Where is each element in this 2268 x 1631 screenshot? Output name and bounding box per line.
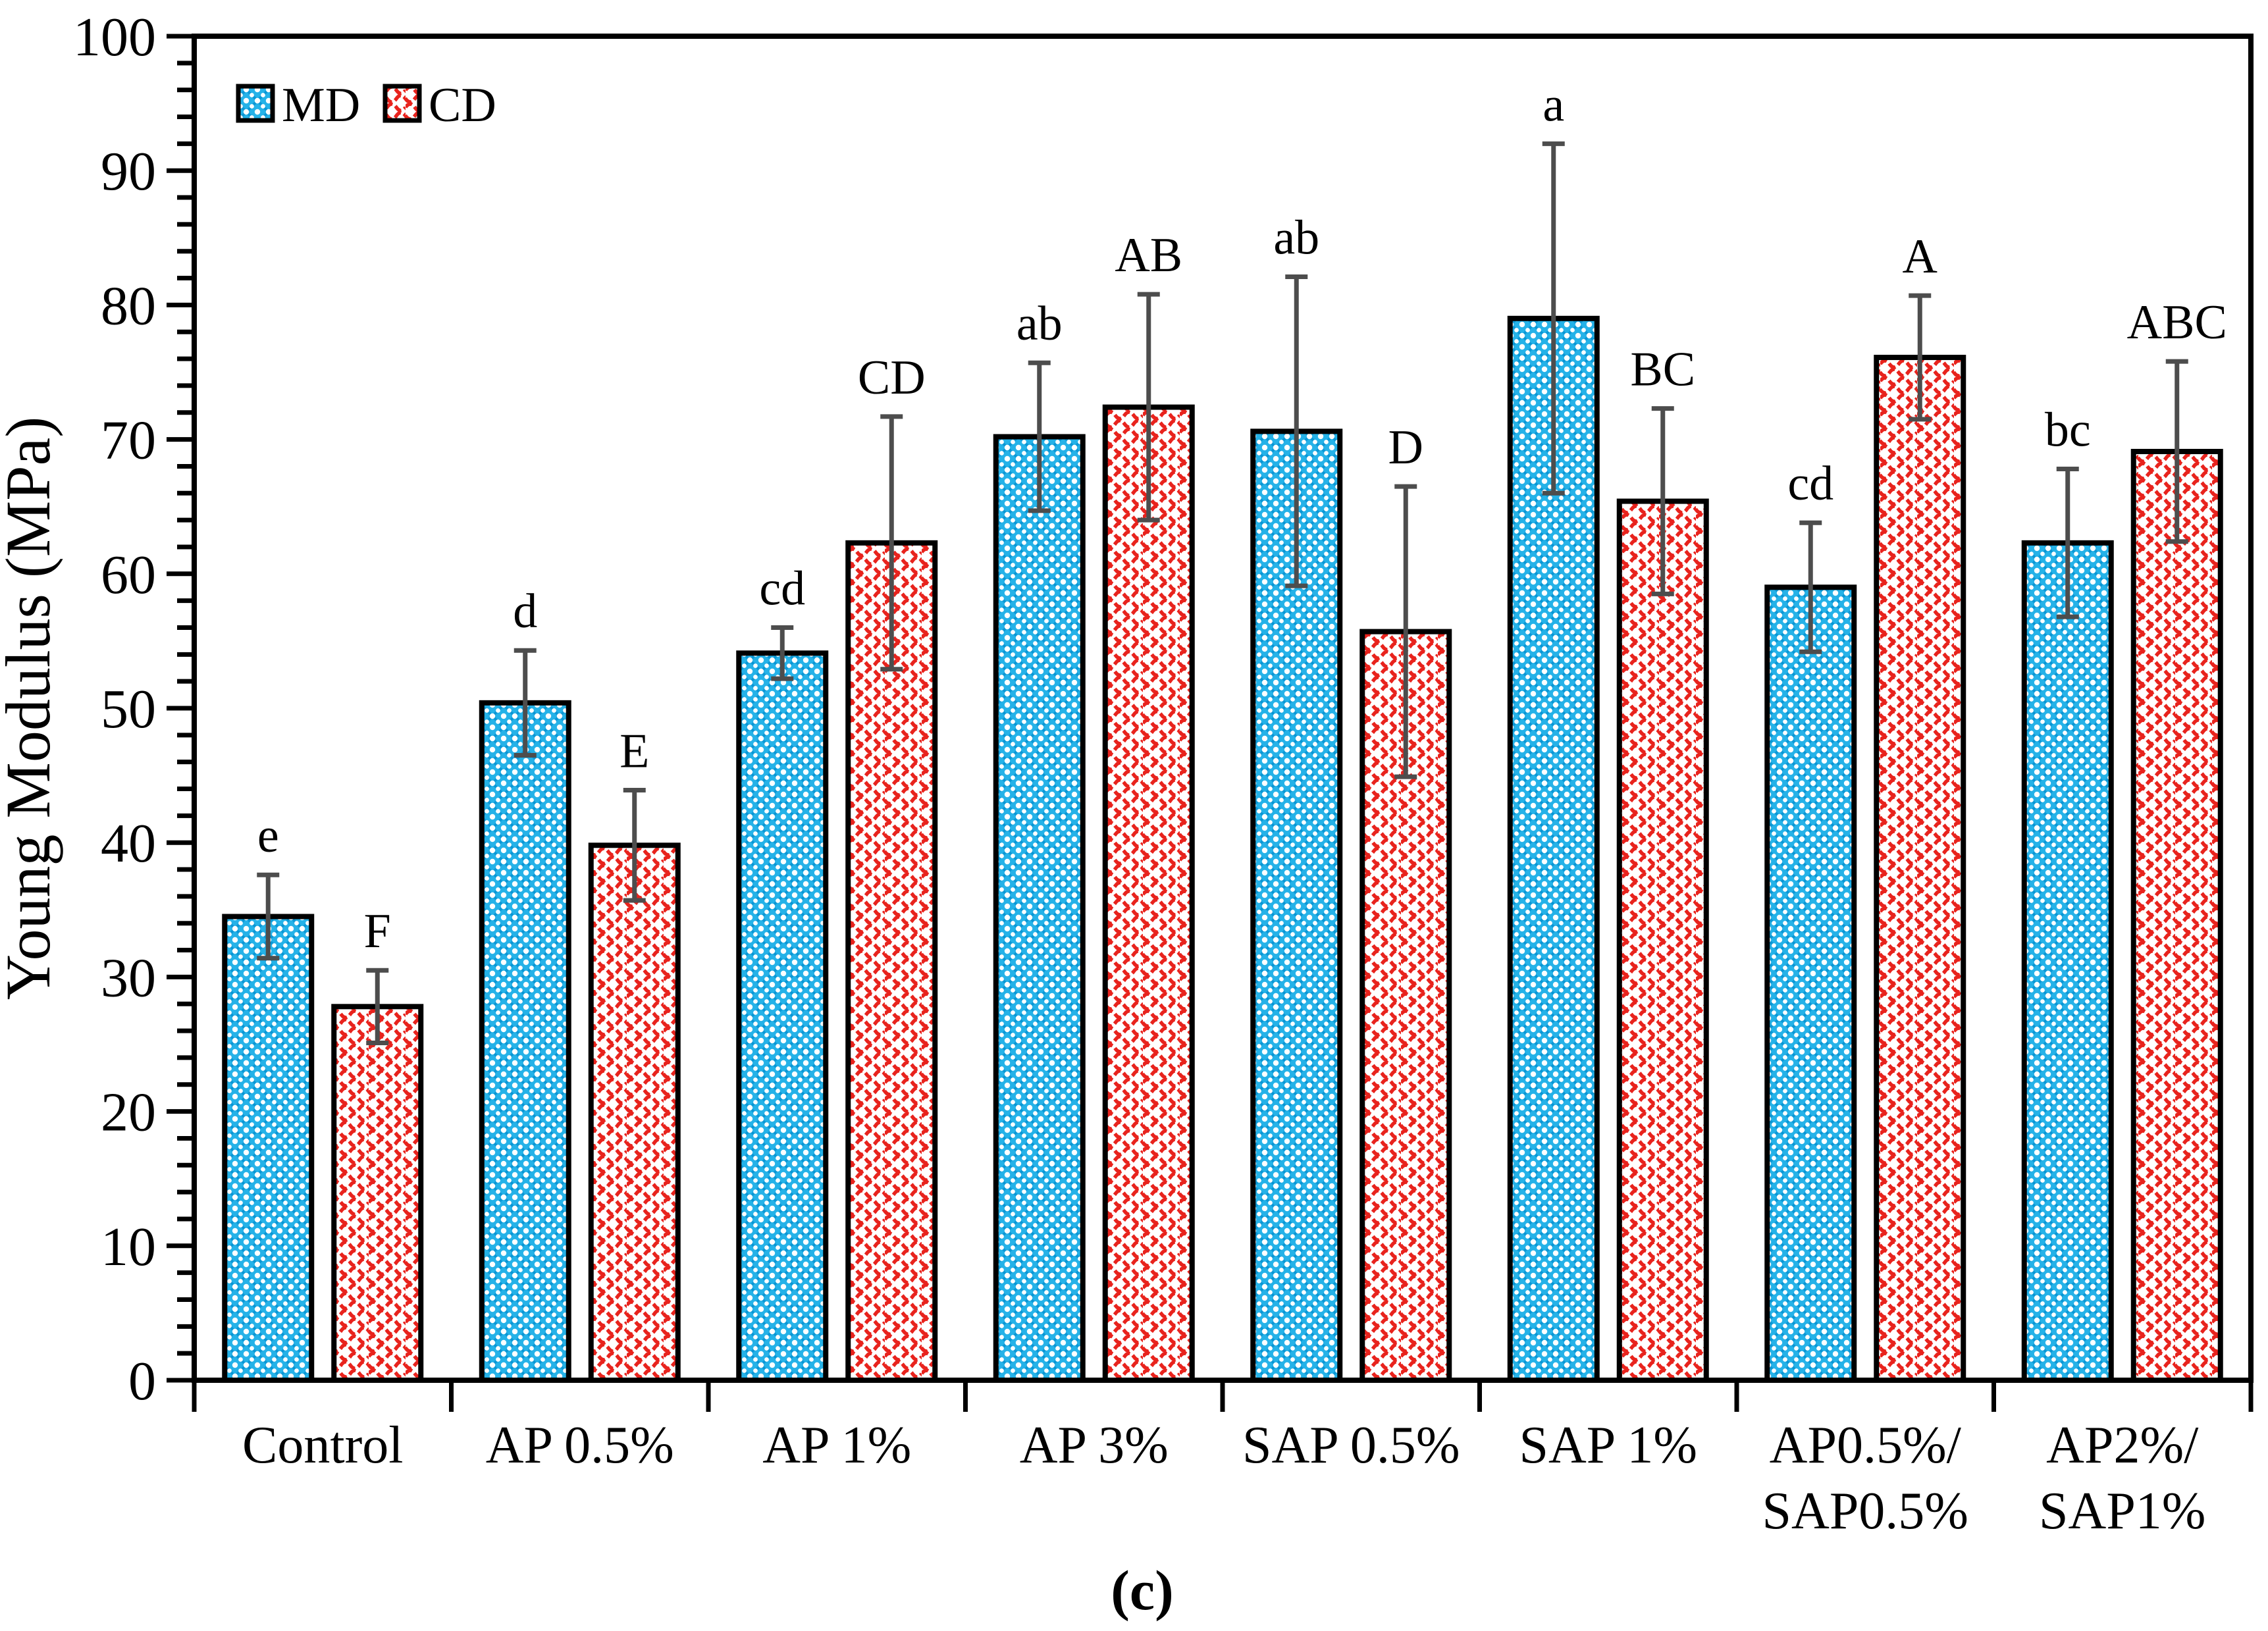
y-axis-tick-label: 30 <box>101 947 156 1008</box>
sig-label-md-5: a <box>1543 78 1564 132</box>
text-layer: 0 10 20 30 40 50 60 70 80 90 100 e F Control d E AP 0.5%… <box>73 7 2227 1540</box>
sig-label-cd-1: E <box>620 725 649 779</box>
error-bars-layer <box>257 141 2188 1045</box>
sig-label-cd-5: BC <box>1630 343 1695 397</box>
x-axis-category-label: AP 3% <box>1020 1416 1169 1474</box>
bar-md-1 <box>479 700 571 1383</box>
sig-label-md-2: cd <box>759 561 805 615</box>
legend-label-cd: CD <box>429 78 496 132</box>
bar-cd-5 <box>1616 498 1709 1383</box>
y-axis-tick-label: 100 <box>73 7 156 68</box>
legend-swatch-cd-icon <box>382 84 422 123</box>
bar-cd-1 <box>588 842 681 1384</box>
bar-cd-3 <box>1102 404 1195 1383</box>
y-axis-tick-label: 0 <box>128 1351 156 1412</box>
x-axis-category-label: SAP 1% <box>1519 1416 1697 1474</box>
figure-caption: (c) <box>1111 1559 1173 1622</box>
y-axis-tick-label: 20 <box>101 1082 156 1143</box>
sig-label-md-1: d <box>513 584 537 638</box>
x-axis-category-label: Control <box>242 1416 403 1474</box>
bar-md-4 <box>1250 428 1343 1383</box>
y-axis-tick-label: 40 <box>101 813 156 874</box>
bar-md-0 <box>222 914 315 1383</box>
x-axis-category-label: AP0.5%/ <box>1770 1416 1962 1474</box>
y-axis-tick-label: 50 <box>101 679 156 740</box>
y-axis-tick-label: 80 <box>101 275 156 336</box>
bar-md-6 <box>1764 584 1857 1383</box>
bar-md-2 <box>736 650 829 1384</box>
x-axis-category-label: AP2%/ <box>2046 1416 2199 1474</box>
sig-label-md-4: ab <box>1273 211 1319 265</box>
legend-label-md: MD <box>282 78 360 132</box>
bars-layer <box>222 315 2223 1384</box>
y-axis-title: Young Modulus (MPa) <box>0 417 63 1000</box>
sig-label-cd-0: F <box>364 904 391 958</box>
y-axis-tick-label: 10 <box>101 1216 156 1278</box>
y-axis-tick-label: 60 <box>101 544 156 606</box>
x-axis-category-label: SAP1% <box>2039 1482 2205 1540</box>
sig-label-cd-4: D <box>1388 421 1423 475</box>
sig-label-md-6: cd <box>1787 457 1833 511</box>
x-axis-category-label: SAP0.5% <box>1762 1482 1968 1540</box>
legend: MD CD <box>236 78 496 132</box>
sig-label-cd-3: AB <box>1115 228 1182 282</box>
x-axis-category-label: AP 0.5% <box>486 1416 674 1474</box>
axes-layer <box>167 34 2254 1412</box>
sig-label-md-7: bc <box>2045 403 2091 457</box>
sig-label-md-3: ab <box>1016 297 1063 351</box>
sig-label-cd-6: A <box>1903 230 1938 284</box>
sig-label-cd-2: CD <box>858 351 926 405</box>
x-axis-category-label: AP 1% <box>762 1416 911 1474</box>
bar-md-3 <box>993 434 1086 1383</box>
legend-swatch-md-icon <box>236 84 275 123</box>
bar-cd-7 <box>2130 448 2223 1383</box>
sig-label-cd-7: ABC <box>2127 296 2227 350</box>
y-axis-tick-label: 90 <box>101 141 156 202</box>
y-axis-tick-label: 70 <box>101 410 156 471</box>
bar-md-7 <box>2021 540 2114 1383</box>
x-axis-category-label: SAP 0.5% <box>1242 1416 1460 1474</box>
bar-cd-0 <box>331 1004 424 1383</box>
sig-label-md-0: e <box>257 809 279 863</box>
bar-cd-6 <box>1874 355 1966 1384</box>
